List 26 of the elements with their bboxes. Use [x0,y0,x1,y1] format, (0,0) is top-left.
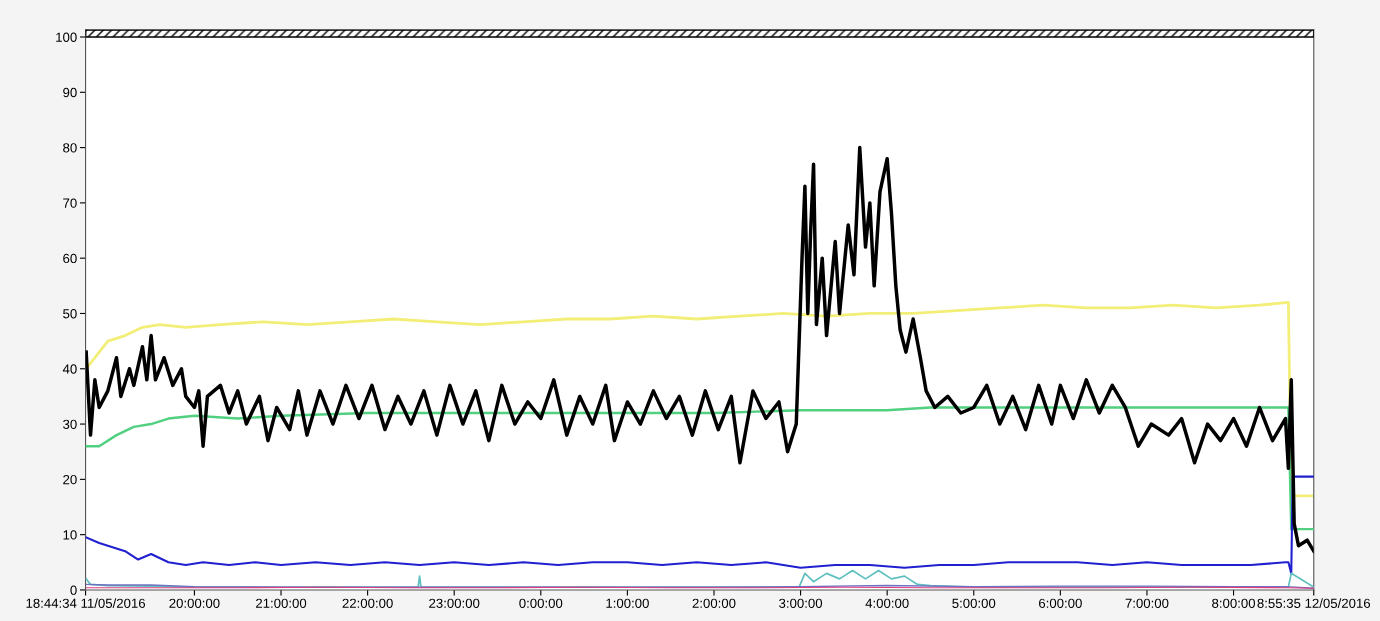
y-tick-label: 0 [70,585,77,595]
x-tick-label: 23:00:00 [429,598,480,608]
x-tick-label: 7:00:00 [1125,598,1169,608]
y-tick-label: 10 [63,530,77,540]
x-tick-label: 3:00:00 [779,598,823,608]
y-tick-label: 20 [63,474,77,485]
x-tick-label: 8:00:00 [1212,598,1256,608]
y-tick-label: 50 [63,309,77,319]
y-tick-label: 40 [62,364,77,374]
y-tick-label: 70 [63,198,77,208]
x-tick-label: 22:00:00 [342,598,393,608]
y-tick-label: 90 [63,87,77,98]
x-tick-label: 5:00:00 [952,598,996,608]
x-tick-label: 0:00:00 [519,598,563,608]
x-tick-label: 20:00:00 [169,598,220,608]
x-tick-label: 6:00:00 [1039,598,1082,608]
x-tick-label: 1:00:00 [606,598,649,608]
x-tick-label: 18:44:34 11/05/2016 [26,598,146,608]
y-tick-label: 60 [63,253,77,264]
x-tick-label: 8:55:35 12/05/2016 [1257,598,1371,608]
y-tick-label: 30 [63,419,77,429]
x-tick-label: 2:00:00 [692,598,736,608]
y-tick-label: 80 [63,143,77,153]
y-tick-label: 100 [56,32,77,42]
x-tick-label: 21:00:00 [256,598,307,608]
x-tick-label: 4:00:00 [865,598,909,608]
